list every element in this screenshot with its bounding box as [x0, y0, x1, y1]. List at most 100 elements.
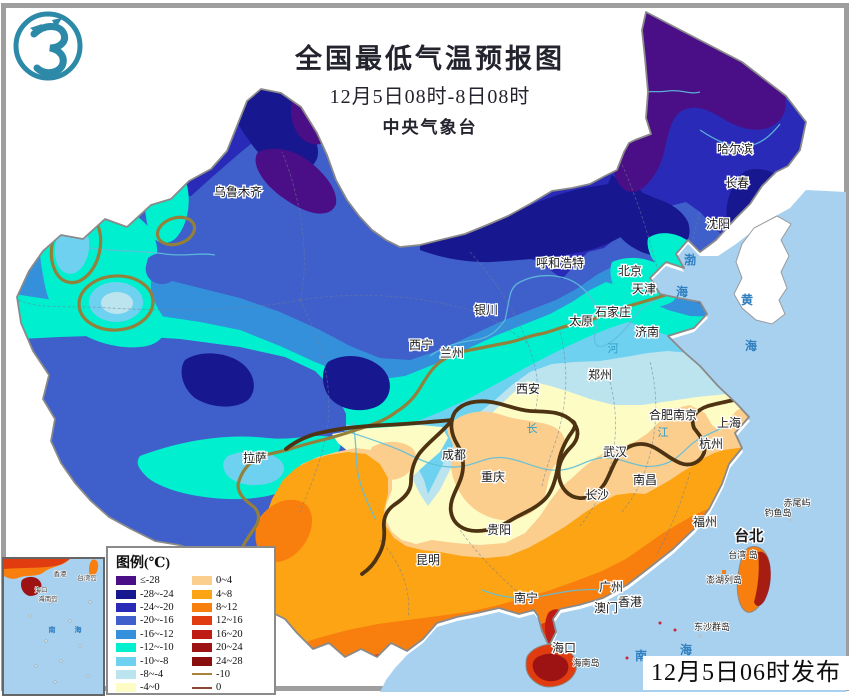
- legend-band-row: -12~-10: [116, 641, 192, 654]
- hainan-island: [525, 643, 577, 688]
- geo-label: 东沙群岛: [694, 621, 730, 632]
- legend-band-row: -10~-8: [116, 654, 192, 667]
- city-label: 南宁: [514, 590, 538, 605]
- city-label: 西安: [516, 381, 540, 396]
- legend-band-row: 8~12: [192, 601, 268, 614]
- city-label: 长沙: [585, 488, 609, 502]
- legend-color-swatch: [116, 643, 136, 653]
- legend-title: 图例(℃): [116, 556, 171, 571]
- legend-band-row: -24~-20: [116, 601, 192, 614]
- legend-range-label: 20~24: [216, 642, 243, 654]
- legend-band-row: -8~-4: [116, 668, 192, 681]
- legend-range-label: ≤-28: [140, 575, 160, 587]
- band-28-24: [229, 82, 318, 170]
- warm-ring-core: [101, 292, 133, 314]
- city-label: 南昌: [633, 472, 657, 487]
- city-label: 石家庄: [595, 304, 631, 319]
- city-label: 兰州: [440, 346, 464, 360]
- legend-color-swatch: [116, 669, 136, 679]
- legend: 图例(℃) ≤-28 -28~-24 -24~-20 -20~-16 -16~-12 -1…: [106, 546, 276, 695]
- city-label: 上海: [717, 415, 741, 430]
- legend-band-row: 12~16: [192, 614, 268, 627]
- band-28-24: [181, 353, 254, 407]
- legend-band-row: 24~28: [192, 654, 268, 667]
- cma-dragon-logo: [13, 11, 83, 81]
- band-28-24: [420, 183, 647, 263]
- legend-range-label: 24~28: [216, 655, 243, 667]
- legend-line-swatch: [192, 686, 212, 689]
- contour-zero: [284, 394, 754, 576]
- taiwan-island: [722, 545, 771, 613]
- city-label: 香港: [618, 595, 642, 609]
- legend-range-label: -10~-8: [140, 655, 169, 667]
- legend-color-swatch: [116, 602, 136, 612]
- legend-color-swatch: [192, 576, 212, 586]
- city-label: 乌鲁木齐: [214, 184, 262, 199]
- geo-label: 海南岛: [572, 657, 599, 668]
- legend-range-label: 0~4: [216, 575, 233, 587]
- city-label: 重庆: [481, 470, 505, 484]
- inset-islands: [28, 600, 92, 684]
- lhasa-valley-patch: [223, 451, 285, 486]
- city-label: 海口: [552, 640, 576, 655]
- legend-color-swatch: [116, 629, 136, 639]
- legend-range-label: 0: [216, 682, 222, 694]
- korea-landmass: [733, 215, 792, 325]
- legend-range-label: -16~-12: [140, 628, 174, 640]
- river-label: 河: [608, 342, 619, 355]
- legend-color-swatch: [192, 643, 212, 653]
- city-label: 成都: [442, 448, 466, 462]
- legend-range-label: 16~20: [216, 628, 243, 640]
- legend-line-swatch: [192, 673, 212, 676]
- city-label: 杭州: [699, 436, 723, 451]
- city-label: 银川: [474, 303, 498, 317]
- city-label: 武汉: [603, 445, 627, 459]
- legend-range-label: 8~12: [216, 601, 238, 613]
- legend-color-swatch: [116, 589, 136, 599]
- legend-range-label: -8~-4: [140, 668, 164, 680]
- sea-area: [380, 190, 846, 692]
- geo-label: 台湾 岛: [728, 549, 758, 560]
- city-label: 昆明: [416, 553, 440, 567]
- legend-band-row: 20~24: [192, 641, 268, 654]
- legend-range-label: 4~8: [216, 588, 233, 600]
- sea-label: 海: [676, 284, 688, 299]
- band-28-24: [322, 356, 390, 411]
- city-label: 郑州: [588, 367, 612, 382]
- legend-range-label: -24~-20: [140, 601, 174, 613]
- city-label: 西宁: [409, 337, 433, 352]
- city-label: 拉萨: [243, 450, 267, 465]
- inset-sea-label: 南: [49, 625, 56, 634]
- sea-label: 海: [680, 642, 692, 657]
- legend-band-row: -4~0: [116, 681, 192, 694]
- sea-islets: [625, 506, 802, 660]
- city-label: 长春: [725, 176, 749, 190]
- city-label: 合肥南京: [649, 407, 697, 422]
- inset-label: 台湾岛: [77, 573, 97, 582]
- sea-label: 黄: [741, 292, 753, 307]
- geo-label: 赤尾屿: [783, 498, 810, 508]
- legend-color-swatch: [192, 589, 212, 599]
- city-label: 沈阳: [706, 216, 730, 231]
- sea-label: 渤: [684, 252, 696, 267]
- legend-band-row: 4~8: [192, 587, 268, 600]
- legend-column-right: 0~4 4~8 8~12 12~16 16~20 20~24 24~28 -10 0: [192, 574, 268, 695]
- legend-color-swatch: [116, 656, 136, 666]
- legend-range-label: -12~-10: [140, 642, 174, 654]
- legend-range-label: 12~16: [216, 615, 243, 627]
- city-label: 北京: [618, 264, 642, 278]
- city-label: 呼和浩特: [536, 255, 584, 270]
- inset-label: 香港: [54, 569, 68, 578]
- city-label: 澳门: [594, 600, 618, 615]
- geo-label: 澎湖列岛: [706, 574, 742, 585]
- city-label: 广州: [599, 580, 623, 594]
- legend-columns: ≤-28 -28~-24 -24~-20 -20~-16 -16~-12 -12~-10-…: [116, 574, 268, 695]
- royal-patch: [145, 253, 180, 285]
- legend-range-label: -4~0: [140, 682, 160, 694]
- legend-range-label: -20~-16: [140, 615, 174, 627]
- legend-line-row: 0: [192, 681, 268, 694]
- legend-band-row: -28~-24: [116, 587, 192, 600]
